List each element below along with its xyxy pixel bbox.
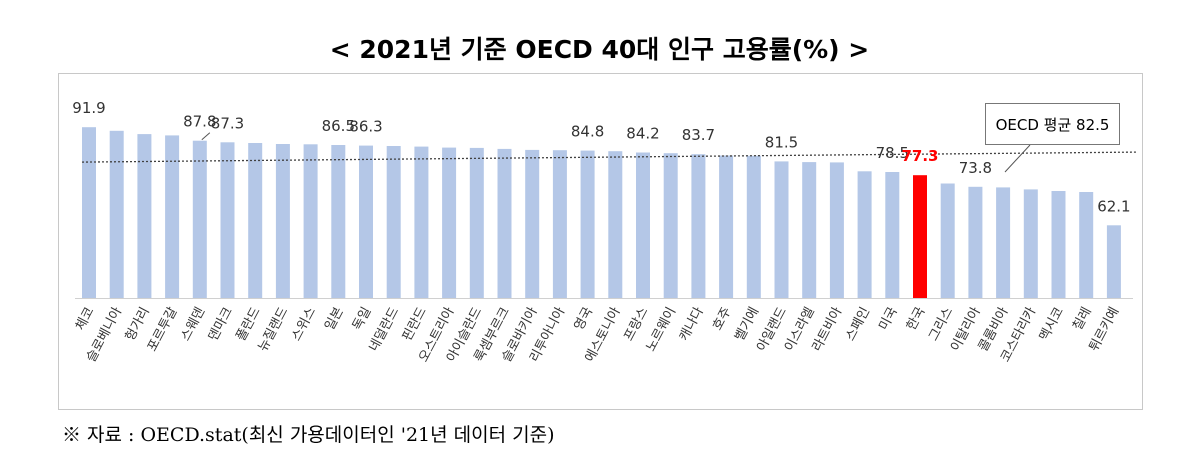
data-label: 91.9	[72, 99, 105, 117]
bar-이탈리아	[968, 186, 983, 298]
x-tick-label: 영국	[572, 305, 596, 333]
x-tick-label: 일본	[322, 305, 346, 333]
bar-포르투갈	[165, 135, 180, 298]
average-label: OECD 평균	[995, 115, 1072, 134]
chart-frame	[58, 73, 1143, 410]
data-label: 86.3	[349, 118, 382, 136]
bar-코스타리카	[1023, 189, 1038, 298]
x-tick-label: 폴란드	[234, 305, 264, 344]
bar-폴란드	[248, 143, 263, 298]
x-tick-label: 핀란드	[400, 305, 430, 344]
bar-튀르키예	[1106, 225, 1121, 298]
data-label: 87.8	[183, 113, 216, 131]
bar-콜롬비아	[996, 187, 1011, 298]
bar-헝가리	[137, 134, 152, 298]
bar-덴마크	[220, 142, 235, 298]
data-label: 84.2	[626, 125, 659, 143]
bar-체코	[82, 127, 96, 298]
average-value: 82.5	[1076, 115, 1110, 134]
bar-호주	[719, 155, 734, 298]
x-tick-label: 스페인	[843, 305, 873, 344]
bar-멕시코	[1051, 191, 1066, 298]
bar-라트비아	[829, 162, 844, 298]
x-tick-label: 멕시코	[1037, 305, 1067, 344]
x-tick-label: 체코	[73, 305, 97, 333]
bar-일본	[331, 145, 346, 298]
bar-프랑스	[636, 152, 650, 298]
x-tick-label: 칠레	[1070, 305, 1094, 333]
bar-영국	[580, 150, 595, 298]
x-tick-label: 벨기에	[732, 305, 762, 344]
data-label: 62.1	[1097, 197, 1130, 215]
x-tick-label: 미국	[876, 305, 900, 333]
x-tick-label: 스웨덴	[178, 305, 208, 344]
data-label: 73.8	[959, 159, 992, 177]
x-tick-label: 독일	[350, 305, 374, 333]
bar-캐나다	[691, 154, 706, 298]
bar-오스트리아	[442, 147, 457, 298]
data-label: 78.5	[876, 144, 909, 162]
bar-핀란드	[414, 146, 429, 298]
bar-슬로바키아	[525, 149, 540, 298]
bar-독일	[359, 145, 373, 298]
bar-노르웨이	[663, 153, 678, 298]
x-tick-label: 헝가리	[123, 305, 153, 344]
x-tick-label: 프랑스	[621, 305, 651, 344]
bar-슬로베니아	[109, 130, 124, 298]
x-tick-label: 호주	[710, 305, 734, 333]
bar-룩셈부르크	[497, 148, 512, 298]
bar-미국	[885, 172, 900, 298]
data-label: 84.8	[571, 123, 604, 141]
label-leader-line	[201, 132, 211, 141]
bar-아일랜드	[774, 161, 789, 298]
data-label: 87.3	[211, 114, 244, 132]
chart-title: < 2021년 기준 OECD 40대 인구 고용률(%) >	[329, 35, 870, 64]
bar-이스라엘	[802, 162, 817, 298]
data-label: 77.3	[901, 147, 938, 165]
x-tick-label: 캐나다	[677, 305, 707, 344]
average-callout-leader	[1004, 144, 1031, 173]
data-label: 81.5	[765, 133, 798, 151]
bar-벨기에	[746, 155, 761, 298]
data-label: 86.5	[322, 117, 355, 135]
x-tick-label: 스위스	[289, 305, 319, 344]
bar-아이슬란드	[469, 147, 484, 298]
bar-스웨덴	[192, 140, 207, 298]
x-tick-label: 그리스	[926, 305, 956, 344]
average-callout: OECD 평균 82.5	[985, 103, 1120, 145]
bar-스페인	[857, 171, 872, 298]
x-tick-label: 한국	[904, 305, 928, 333]
bar-네덜란드	[386, 146, 401, 298]
bar-한국	[913, 175, 927, 298]
bar-그리스	[940, 183, 955, 298]
bar-칠레	[1079, 192, 1094, 298]
bar-에스토니아	[608, 151, 623, 298]
bar-리투아니아	[552, 150, 567, 298]
source-note: ※ 자료 : OECD.stat(최신 가용데이터인 '21년 데이터 기준)	[62, 424, 555, 446]
x-tick-label: 덴마크	[206, 305, 236, 344]
bar-스위스	[303, 144, 318, 298]
bar-뉴질랜드	[275, 144, 290, 298]
data-label: 83.7	[682, 126, 715, 144]
